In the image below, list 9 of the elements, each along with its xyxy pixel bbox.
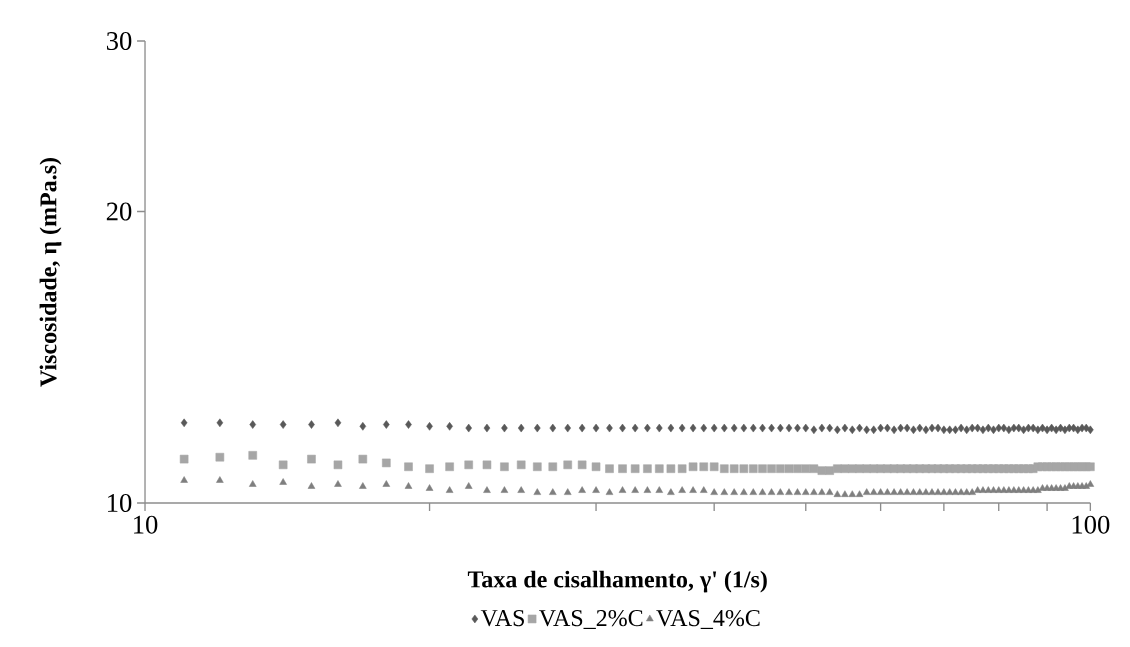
y-tick-label: 30 bbox=[106, 31, 132, 50]
legend-label: VAS bbox=[480, 610, 524, 627]
x-tick-label: 100 bbox=[1072, 515, 1110, 534]
y-axis-title: Viscosidade, η (mPa.s) bbox=[39, 158, 62, 387]
legend-label: VAS_4%C bbox=[656, 609, 760, 630]
legend-label: VAS_2%C bbox=[539, 609, 643, 630]
y-tick-label: 20 bbox=[106, 202, 132, 221]
y-tick-label: 10 bbox=[108, 493, 132, 512]
x-axis-title: Taxa de cisalhamento, γ' (1/s) bbox=[467, 570, 767, 593]
